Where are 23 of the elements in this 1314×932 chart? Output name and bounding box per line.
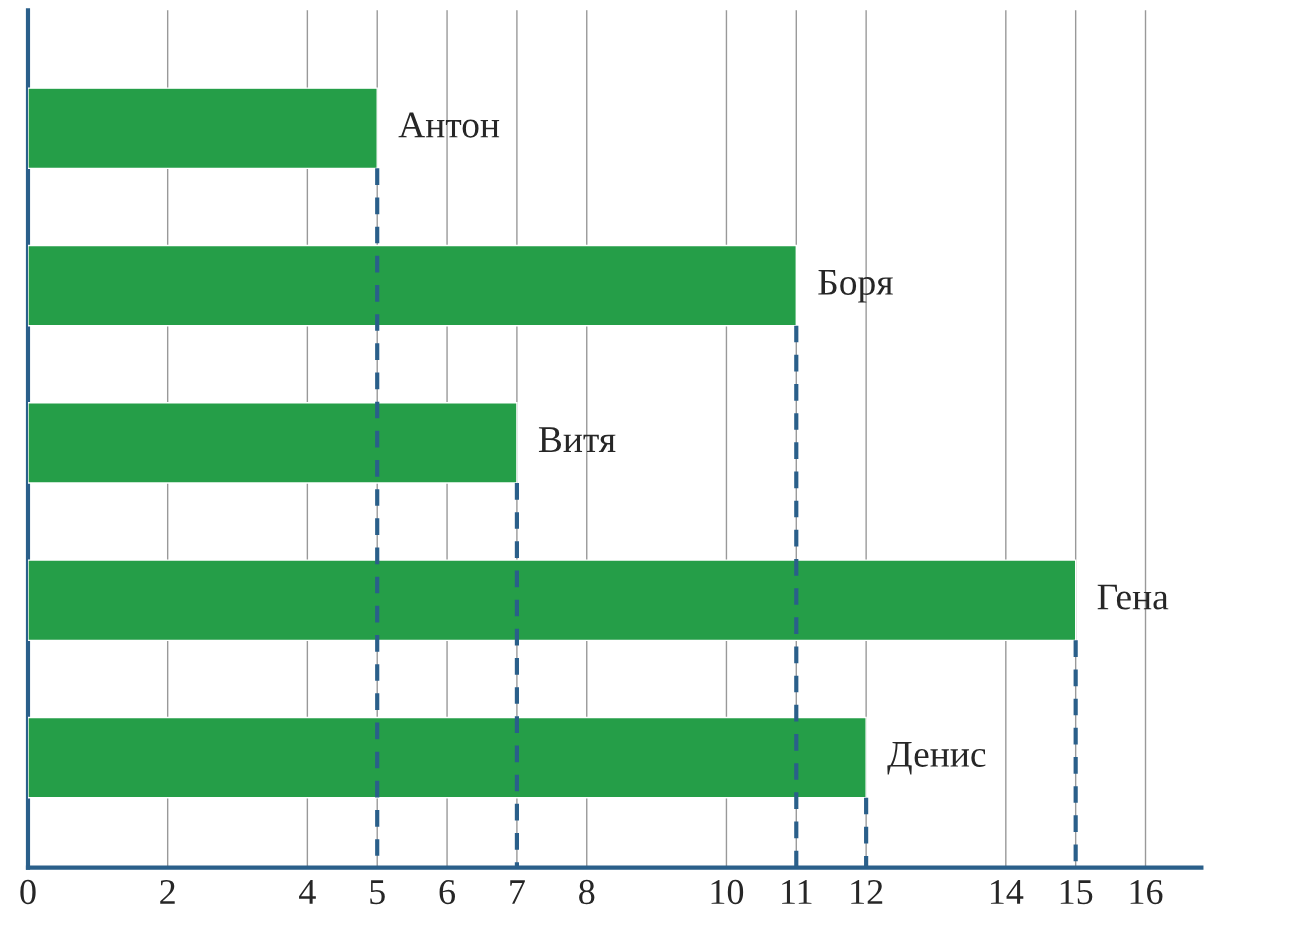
x-tick-label: 7: [510, 880, 525, 904]
x-tick-label: 10: [711, 879, 744, 905]
x-tick-label: 15: [1060, 880, 1093, 905]
x-tick-label: 12: [851, 879, 883, 904]
x-tick-label: 5: [370, 880, 385, 905]
x-tick-label: 4: [299, 880, 316, 904]
x-tick-label: 11: [782, 880, 812, 904]
y-tick-label: Гена: [1097, 584, 1169, 610]
x-tick-label: 8: [579, 879, 595, 905]
y-tick-label: Антон: [398, 112, 500, 138]
bar: [27, 87, 378, 170]
y-tick-label: Витя: [538, 427, 616, 453]
y-tick-label: Денис: [887, 742, 986, 775]
bar: [27, 402, 518, 484]
y-tick-label: Боря: [818, 270, 893, 303]
x-tick-label: 14: [990, 880, 1024, 904]
x-tick-label: 2: [160, 879, 175, 904]
bar: [27, 716, 867, 799]
x-tick-label: 6: [439, 879, 456, 905]
bar: [27, 244, 797, 327]
x-tick-label: 0: [20, 879, 36, 905]
x-tick-label: 16: [1130, 879, 1163, 905]
bar: [27, 559, 1077, 642]
